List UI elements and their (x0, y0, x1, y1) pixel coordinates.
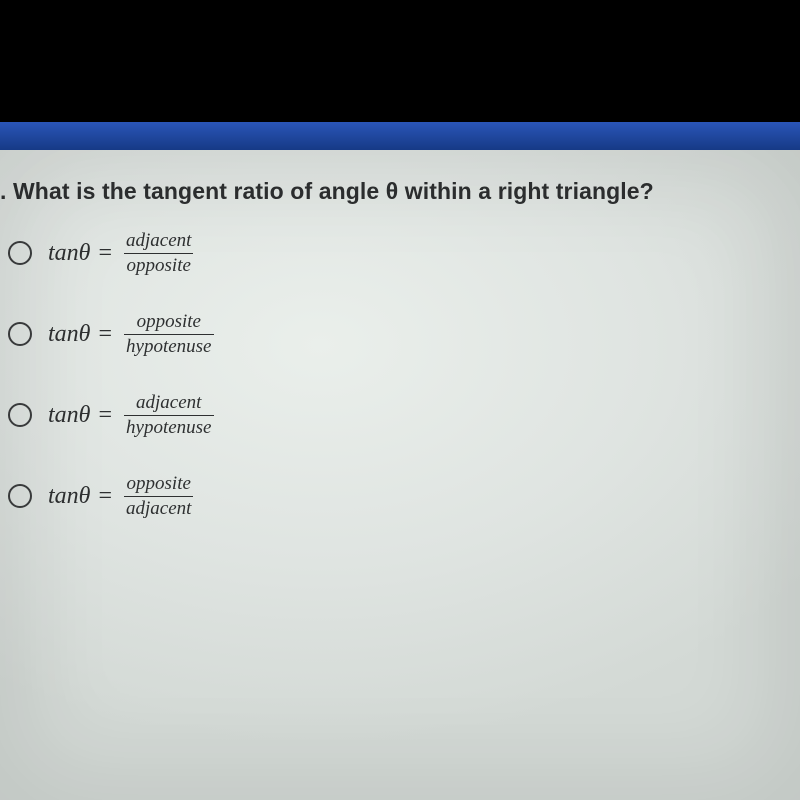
fraction-numerator: adjacent (124, 231, 193, 251)
fraction-numerator: opposite (125, 474, 193, 494)
radio-icon[interactable] (8, 403, 32, 427)
tan-theta-label: tanθ (48, 483, 90, 510)
fraction-denominator: opposite (125, 256, 193, 276)
option-3[interactable]: tanθ = adjacent hypotenuse (8, 393, 800, 438)
equals-sign: = (98, 402, 112, 429)
fraction-bar (124, 334, 213, 335)
question-panel: . What is the tangent ratio of angle θ w… (0, 150, 800, 800)
tan-theta-label: tanθ (48, 240, 90, 267)
option-expression: tanθ = adjacent hypotenuse (48, 393, 214, 438)
tan-theta-label: tanθ (48, 321, 90, 348)
fraction: opposite hypotenuse (124, 312, 213, 357)
fraction-bar (124, 496, 193, 497)
fraction-bar (124, 253, 193, 254)
fraction: opposite adjacent (124, 474, 193, 519)
fraction-numerator: opposite (135, 312, 203, 332)
fraction-denominator: hypotenuse (124, 337, 213, 357)
option-2[interactable]: tanθ = opposite hypotenuse (8, 312, 800, 357)
option-expression: tanθ = adjacent opposite (48, 231, 193, 276)
radio-icon[interactable] (8, 241, 32, 265)
equals-sign: = (98, 321, 112, 348)
fraction: adjacent hypotenuse (124, 393, 213, 438)
radio-icon[interactable] (8, 322, 32, 346)
device-black-bar (0, 0, 800, 122)
fraction-denominator: hypotenuse (124, 418, 213, 438)
fraction-denominator: adjacent (124, 499, 193, 519)
tan-theta-label: tanθ (48, 402, 90, 429)
radio-icon[interactable] (8, 484, 32, 508)
app-title-bar (0, 122, 800, 150)
equals-sign: = (98, 240, 112, 267)
option-expression: tanθ = opposite adjacent (48, 474, 193, 519)
screenshot-root: . What is the tangent ratio of angle θ w… (0, 0, 800, 800)
question-text: . What is the tangent ratio of angle θ w… (0, 178, 800, 205)
option-expression: tanθ = opposite hypotenuse (48, 312, 214, 357)
options-group: tanθ = adjacent opposite tanθ = (8, 231, 800, 519)
option-4[interactable]: tanθ = opposite adjacent (8, 474, 800, 519)
fraction: adjacent opposite (124, 231, 193, 276)
equals-sign: = (98, 483, 112, 510)
fraction-bar (124, 415, 213, 416)
option-1[interactable]: tanθ = adjacent opposite (8, 231, 800, 276)
fraction-numerator: adjacent (134, 393, 203, 413)
